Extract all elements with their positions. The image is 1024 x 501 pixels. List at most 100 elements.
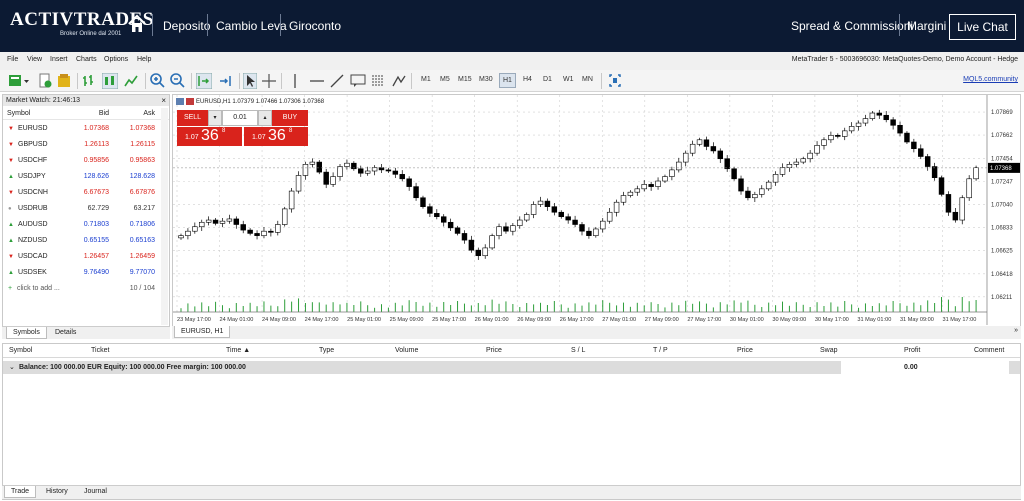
- col-current-price[interactable]: Price: [737, 347, 753, 354]
- market-watch-row[interactable]: ● USDRUB 62.729 63.217: [3, 201, 169, 217]
- bar-chart-icon[interactable]: [82, 73, 97, 89]
- nav-giroconto[interactable]: Giroconto: [289, 19, 342, 33]
- collapse-icon[interactable]: ⌄: [9, 364, 15, 371]
- horizontal-line-icon[interactable]: [309, 73, 325, 89]
- tab-trade[interactable]: Trade: [4, 486, 37, 498]
- tab-details[interactable]: Details: [55, 329, 77, 336]
- home-icon[interactable]: [126, 13, 148, 35]
- add-symbol-label[interactable]: click to add ...: [17, 285, 60, 292]
- market-watch-row[interactable]: ▲ AUDUSD 0.71803 0.71806: [3, 217, 169, 233]
- market-watch-row[interactable]: ▼ GBPUSD 1.26113 1.26115: [3, 137, 169, 153]
- nav-spread-commissioni[interactable]: Spread & Commissioni: [791, 19, 914, 33]
- market-watch-row[interactable]: ▼ USDCNH 6.67673 6.67876: [3, 185, 169, 201]
- menu-options[interactable]: Options: [104, 56, 129, 63]
- col-ticket[interactable]: Ticket: [91, 347, 110, 354]
- sell-price-box[interactable]: 1.07 36 8: [177, 127, 242, 146]
- volume-bar: [249, 302, 251, 312]
- timeframe-mn[interactable]: MN: [582, 76, 593, 83]
- market-watch-row[interactable]: ▼ USDCHF 0.95856 0.95863: [3, 153, 169, 169]
- timeframe-m15[interactable]: M15: [458, 76, 472, 83]
- new-chart-icon[interactable]: [8, 73, 30, 89]
- col-type[interactable]: Type: [319, 347, 335, 354]
- vertical-line-icon[interactable]: [291, 73, 299, 89]
- header-ask[interactable]: Ask: [143, 110, 155, 117]
- menu-help[interactable]: Help: [137, 56, 152, 63]
- brand-logo[interactable]: ACTIVTRADES: [10, 9, 154, 30]
- timeframe-w1[interactable]: W1: [563, 76, 574, 83]
- menu-charts[interactable]: Charts: [76, 56, 97, 63]
- timeframe-m30[interactable]: M30: [479, 76, 493, 83]
- market-watch-row[interactable]: ▲ USDSEK 9.76490 9.77070: [3, 265, 169, 281]
- lot-up-icon[interactable]: ▴: [258, 110, 272, 126]
- mql5-community-link[interactable]: MQL5.community: [963, 76, 1018, 83]
- volume-bar: [187, 303, 189, 312]
- close-icon[interactable]: ×: [161, 96, 166, 105]
- timeframe-d1[interactable]: D1: [543, 76, 552, 83]
- tab-history[interactable]: History: [46, 488, 68, 495]
- chart-shift-icon[interactable]: [196, 73, 212, 89]
- col-sl[interactable]: S / L: [571, 347, 586, 354]
- chart-window[interactable]: 1.07869 1.07662 1.07454 1.07247 1.07040 1.068…: [172, 94, 1021, 339]
- candle-bear: [918, 148, 924, 157]
- market-watch-row[interactable]: ▼ USDCAD 1.26457 1.26459: [3, 249, 169, 265]
- menu-insert[interactable]: Insert: [50, 56, 68, 63]
- col-volume[interactable]: Volume: [395, 347, 419, 354]
- menu-view[interactable]: View: [27, 56, 43, 63]
- col-time[interactable]: Time ▲: [226, 344, 250, 358]
- crosshair-icon[interactable]: [262, 73, 276, 89]
- zoom-in-icon[interactable]: [150, 73, 165, 89]
- lot-down-icon[interactable]: ▾: [208, 110, 222, 126]
- nav-cambio-leva[interactable]: Cambio Leva: [216, 19, 287, 33]
- col-swap[interactable]: Swap: [820, 347, 838, 354]
- menu-file[interactable]: File: [7, 56, 19, 63]
- text-label-icon[interactable]: [350, 73, 366, 89]
- chart-tabs-scroll-icon[interactable]: »: [1014, 327, 1018, 334]
- col-profit[interactable]: Profit: [904, 347, 921, 354]
- market-watch-row[interactable]: ▼ EURUSD 1.07368 1.07368: [3, 121, 169, 137]
- candlestick-icon[interactable]: [102, 73, 118, 89]
- timeframe-h1[interactable]: H1: [499, 73, 516, 88]
- timeframe-m5[interactable]: M5: [440, 76, 450, 83]
- market-watch-scrollbar[interactable]: [161, 108, 168, 325]
- balance-summary: Balance: 100 000.00 EUR Equity: 100 000.…: [19, 364, 246, 371]
- market-watch-row[interactable]: ▲ USDJPY 128.626 128.628: [3, 169, 169, 185]
- add-symbol-row[interactable]: + click to add ... 10 / 104: [3, 281, 169, 297]
- col-tp[interactable]: T / P: [653, 347, 668, 354]
- header-bid[interactable]: Bid: [98, 110, 109, 117]
- nav-margini[interactable]: Margini: [907, 19, 947, 33]
- buy-price-box[interactable]: 1.07 36 8: [244, 127, 308, 146]
- candle-bear: [648, 184, 654, 187]
- balance-row[interactable]: ⌄ Balance: 100 000.00 EUR Equity: 100 00…: [3, 361, 1020, 374]
- tab-journal[interactable]: Journal: [84, 488, 107, 495]
- header-symbol[interactable]: Symbol: [7, 110, 31, 117]
- col-symbol[interactable]: Symbol: [9, 347, 33, 354]
- timeframe-h4[interactable]: H4: [523, 76, 532, 83]
- candle-bear: [579, 224, 585, 232]
- timeframe-m1[interactable]: M1: [421, 76, 431, 83]
- tab-eurusd-h1[interactable]: EURUSD, H1: [174, 326, 231, 338]
- candlestick-chart[interactable]: 1.07869 1.07662 1.07454 1.07247 1.07040 1.068…: [173, 95, 1020, 325]
- trendline-icon[interactable]: [330, 73, 344, 89]
- cursor-icon[interactable]: [243, 73, 257, 89]
- col-comment[interactable]: Comment: [974, 347, 1005, 354]
- sell-button[interactable]: SELL: [177, 110, 208, 126]
- tab-symbols[interactable]: Symbols: [6, 327, 47, 339]
- fibonacci-icon[interactable]: [371, 73, 385, 89]
- candle-bull: [281, 208, 288, 225]
- autoscroll-icon[interactable]: [217, 73, 233, 89]
- buy-button[interactable]: BUY: [272, 110, 308, 126]
- nav-deposito[interactable]: Deposito: [163, 19, 211, 33]
- lot-size-input[interactable]: 0.01: [222, 110, 258, 126]
- volume-bar: [754, 304, 756, 312]
- live-chat-button[interactable]: Live Chat: [949, 14, 1016, 40]
- col-price[interactable]: Price: [486, 347, 502, 354]
- candle-bull: [959, 197, 965, 221]
- zoom-out-icon[interactable]: [170, 73, 185, 89]
- line-chart-icon[interactable]: [124, 73, 139, 89]
- shapes-icon[interactable]: [391, 73, 407, 89]
- market-watch-row[interactable]: ▲ NZDUSD 0.65155 0.65163: [3, 233, 169, 249]
- new-order-icon[interactable]: [38, 73, 52, 89]
- fullscreen-icon[interactable]: [608, 73, 622, 89]
- market-icon[interactable]: [57, 73, 71, 89]
- y-tick-label: 1.06211: [991, 295, 1013, 301]
